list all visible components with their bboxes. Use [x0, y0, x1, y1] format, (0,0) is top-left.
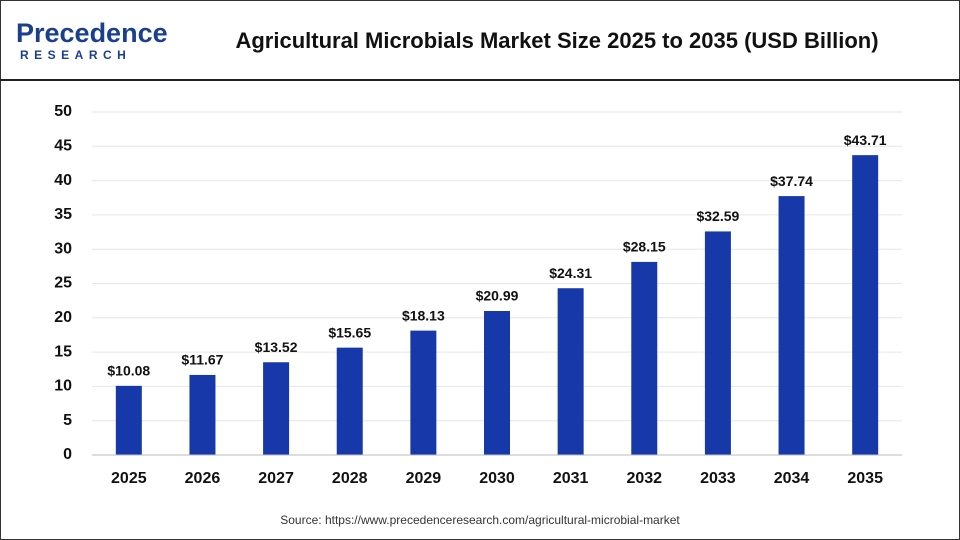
x-tick-label: 2035: [847, 470, 883, 487]
bar: [336, 347, 363, 455]
value-label: $10.08: [107, 363, 150, 379]
y-tick-label: 45: [54, 138, 72, 155]
x-tick-label: 2030: [479, 470, 515, 487]
x-tick-label: 2027: [258, 470, 294, 487]
y-tick-label: 0: [63, 446, 72, 463]
y-tick-label: 30: [54, 240, 72, 257]
bar: [263, 362, 290, 455]
value-label: $32.59: [696, 208, 739, 224]
x-tick-label: 2025: [111, 470, 147, 487]
value-label: $18.13: [402, 307, 445, 323]
value-label: $28.15: [623, 239, 666, 255]
value-label: $37.74: [770, 173, 813, 189]
bar: [778, 196, 805, 455]
bar: [704, 231, 731, 455]
y-tick-label: 35: [54, 206, 72, 223]
bar: [631, 261, 658, 455]
value-label: $20.99: [476, 288, 519, 304]
value-label: $24.31: [549, 265, 592, 281]
y-tick-label: 25: [54, 275, 72, 292]
y-tick-label: 40: [54, 172, 72, 189]
x-tick-label: 2031: [553, 470, 589, 487]
bar: [484, 311, 510, 455]
y-tick-label: 20: [54, 309, 72, 326]
bar: [189, 374, 216, 455]
source: Source: https://www.precedenceresearch.c…: [280, 513, 680, 527]
x-tick-label: 2026: [185, 470, 221, 487]
value-label: $43.71: [844, 132, 887, 148]
x-tick-label: 2032: [626, 470, 662, 487]
x-tick-label: 2029: [406, 470, 442, 487]
value-label: $15.65: [328, 324, 371, 340]
value-label: $11.67: [181, 352, 223, 368]
value-label: $13.52: [255, 339, 298, 355]
logo-tagline: RESEARCH: [20, 48, 131, 62]
y-tick-label: 10: [54, 378, 72, 395]
x-tick-label: 2028: [332, 470, 368, 487]
bar: [410, 330, 437, 455]
y-tick-label: 50: [54, 103, 72, 120]
chart-title: Agricultural Microbials Market Size 2025…: [235, 28, 878, 53]
x-tick-label: 2033: [700, 470, 736, 487]
y-tick-label: 15: [54, 343, 72, 360]
bar: [557, 288, 584, 455]
bar: [115, 385, 142, 455]
y-tick-label: 5: [63, 412, 72, 429]
bar: [852, 155, 879, 455]
x-tick-label: 2034: [774, 470, 810, 487]
logo-name: Precedence: [16, 18, 168, 48]
